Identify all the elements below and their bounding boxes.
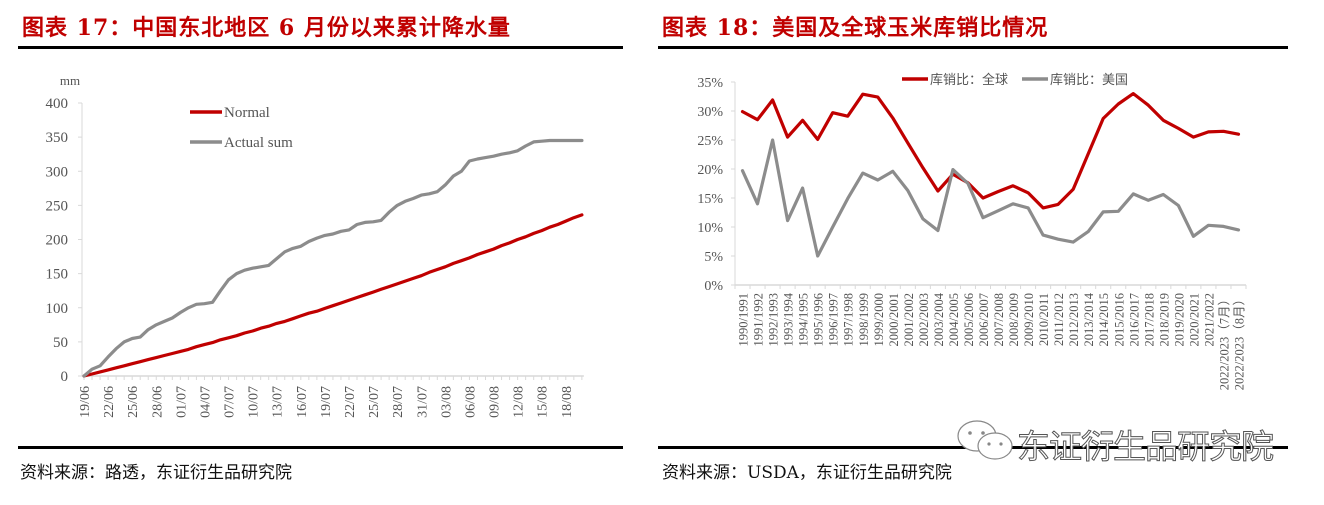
x-tick-label: 25/07 (367, 386, 382, 418)
x-tick-label: 2007/2008 (992, 293, 1006, 346)
left-source-note: 资料来源：路透，东证衍生品研究院 (20, 463, 292, 483)
x-tick-label: 19/07 (319, 386, 334, 418)
x-tick-label: 04/07 (198, 386, 213, 418)
x-tick-label: 13/07 (271, 386, 286, 418)
right-chart-title: 图表 18：美国及全球玉米库销比情况 (662, 15, 1049, 41)
x-tick-label: 2008/2009 (1007, 293, 1021, 346)
x-tick-label: 2004/2005 (947, 293, 961, 346)
x-tick-label: 28/06 (150, 386, 165, 418)
x-tick-label: 2013/2014 (1082, 292, 1096, 346)
x-tick-label: 1990/1991 (737, 293, 751, 346)
normal-line (82, 213, 584, 378)
y-tick-label: 10% (697, 221, 723, 236)
legend-label-us-stock-to-use-line: 库销比：美国 (1050, 72, 1128, 88)
x-tick-label: 1996/1997 (827, 293, 841, 346)
x-tick-label: 1991/1992 (752, 293, 766, 346)
x-tick-label: 1999/2000 (872, 293, 886, 346)
global-stock-to-use-line (740, 91, 1241, 210)
legend-label-global-stock-to-use-line: 库销比：全球 (930, 72, 1008, 88)
y-tick-label: 400 (46, 96, 69, 112)
x-tick-label: 2021/2022 (1202, 293, 1216, 346)
x-tick-label: 2001/2002 (902, 293, 916, 346)
left-title-rule (18, 46, 623, 49)
x-tick-label: 25/06 (126, 386, 141, 418)
precipitation-chart: mm 0 50 100 150 200 250 300 350 400 19/06 22/06 25/… (46, 73, 584, 418)
x-tick-label: 1998/1999 (857, 293, 871, 346)
y-tick-label: 5% (704, 250, 723, 265)
x-tick-label: 2022/2023（8月） (1232, 293, 1246, 390)
y-tick-label: 50 (53, 335, 68, 351)
right-title-rule (658, 46, 1288, 49)
x-tick-label: 15/08 (536, 386, 551, 418)
wechat-icon (957, 420, 1013, 460)
actual-sum-line (82, 138, 584, 378)
x-tick-label: 2011/2012 (1052, 293, 1066, 346)
y-axis-unit-label: mm (60, 73, 80, 88)
x-tick-label: 2022/2023（7月） (1217, 293, 1231, 390)
y-tick-label: 300 (46, 164, 69, 180)
y-tick-label: 100 (46, 301, 69, 317)
x-tick-label: 2016/2017 (1127, 293, 1141, 346)
left-source-rule (18, 446, 623, 449)
x-tick-label: 01/07 (174, 386, 189, 418)
y-tick-label: 350 (46, 130, 69, 146)
x-tick-label: 03/08 (439, 386, 454, 418)
x-tick-label: 06/08 (463, 386, 478, 418)
x-tick-label: 10/07 (247, 386, 262, 418)
x-tick-label: 2002/2003 (917, 293, 931, 346)
legend-label-actual-sum-line: Actual sum (224, 135, 293, 151)
x-tick-label: 22/07 (343, 386, 358, 418)
y-tick-label: 20% (697, 163, 723, 178)
x-tick-label: 18/08 (560, 386, 575, 418)
x-tick-label: 2018/2019 (1157, 293, 1171, 346)
y-tick-label: 30% (697, 105, 723, 120)
x-tick-label: 07/07 (223, 386, 238, 418)
x-tick-label: 1993/1994 (782, 292, 796, 346)
y-tick-label: 150 (46, 267, 69, 283)
y-tick-label: 35% (697, 76, 723, 91)
y-tick-label: 15% (697, 192, 723, 207)
x-tick-label: 2003/2004 (932, 292, 946, 346)
x-tick-label: 19/06 (78, 386, 93, 418)
x-tick-label: 1992/1993 (767, 293, 781, 346)
x-tick-label: 12/08 (512, 386, 527, 418)
y-tick-label: 200 (46, 233, 69, 249)
x-tick-label: 2009/2010 (1022, 293, 1036, 346)
x-tick-label: 2012/2013 (1067, 293, 1081, 346)
watermark: 东证衍生品研究院 (955, 418, 1285, 467)
x-tick-label: 2005/2006 (962, 293, 976, 346)
x-tick-label: 2010/2011 (1037, 293, 1051, 346)
x-tick-label: 22/06 (102, 386, 117, 418)
x-tick-label: 1994/1995 (797, 293, 811, 346)
x-tick-label: 09/08 (488, 386, 503, 418)
watermark-text: 东证衍生品研究院 (1017, 427, 1275, 467)
x-tick-label: 2019/2020 (1172, 293, 1186, 346)
y-tick-label: 250 (46, 198, 69, 214)
x-tick-label: 2000/2001 (887, 293, 901, 346)
x-tick-label: 2015/2016 (1112, 293, 1126, 346)
x-tick-label: 1995/1996 (812, 293, 826, 346)
legend-label-normal-line: Normal (224, 105, 270, 121)
y-tick-label: 0% (704, 279, 723, 294)
right-source-note: 资料来源：USDA，东证衍生品研究院 (662, 463, 952, 483)
left-chart-title: 图表 17：中国东北地区 6 月份以来累计降水量 (22, 15, 511, 41)
x-tick-label: 1997/1998 (842, 293, 856, 346)
x-tick-label: 16/07 (295, 386, 310, 418)
x-tick-label: 2020/2021 (1187, 293, 1201, 346)
us-stock-to-use-line (740, 138, 1241, 258)
x-tick-label: 2014/2015 (1097, 293, 1111, 346)
x-tick-label: 2017/2018 (1142, 293, 1156, 346)
y-tick-label: 25% (697, 134, 723, 149)
stock-to-use-chart: 0% 5% 10% 15% 20% 25% 30% 35% 1990/1991 1991/199… (697, 72, 1247, 390)
y-tick-label: 0 (61, 369, 69, 385)
x-tick-label: 28/07 (391, 386, 406, 418)
x-tick-label: 2006/2007 (977, 293, 991, 346)
x-tick-label: 31/07 (415, 386, 430, 418)
